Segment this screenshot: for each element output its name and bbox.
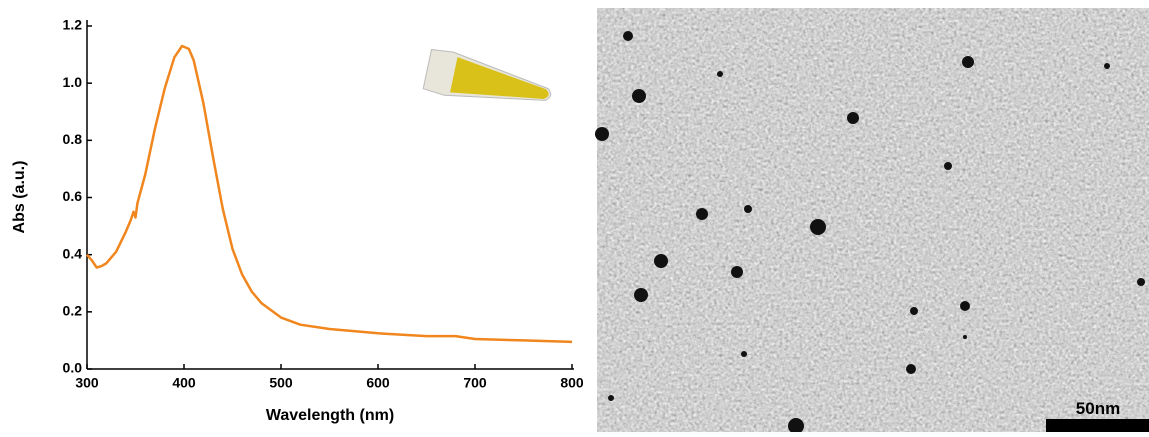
y-tick-label: 1.0 xyxy=(63,74,83,90)
x-tick-label: 400 xyxy=(172,375,196,391)
tem-image: 50nm xyxy=(595,8,1149,432)
y-tick-label: 0.8 xyxy=(63,131,83,147)
figure: 50nm Wavelength (nm) Abs (a.u.) 0.0 0.2 0.… xyxy=(0,0,1149,432)
x-tick-label: 300 xyxy=(75,375,99,391)
x-tick-label: 800 xyxy=(560,375,584,391)
y-axis-title: Abs (a.u.) xyxy=(11,161,28,234)
y-tick-label: 1.2 xyxy=(63,17,83,33)
scale-bar-label: 50nm xyxy=(1076,399,1120,418)
y-tick-label: 0.6 xyxy=(63,188,83,204)
y-tick-label: 0.0 xyxy=(63,360,83,376)
x-tick-label: 700 xyxy=(463,375,487,391)
x-tick-label: 600 xyxy=(366,375,390,391)
vial-photo xyxy=(423,48,555,117)
x-axis-title: Wavelength (nm) xyxy=(266,407,394,424)
x-tick-label: 500 xyxy=(269,375,293,391)
y-tick-label: 0.2 xyxy=(63,303,83,319)
tem-background xyxy=(597,8,1149,432)
scale-bar xyxy=(1046,419,1149,432)
page: {"chart_data": {"type": "line", "x_label… xyxy=(0,0,1149,432)
y-tick-label: 0.4 xyxy=(63,245,83,261)
